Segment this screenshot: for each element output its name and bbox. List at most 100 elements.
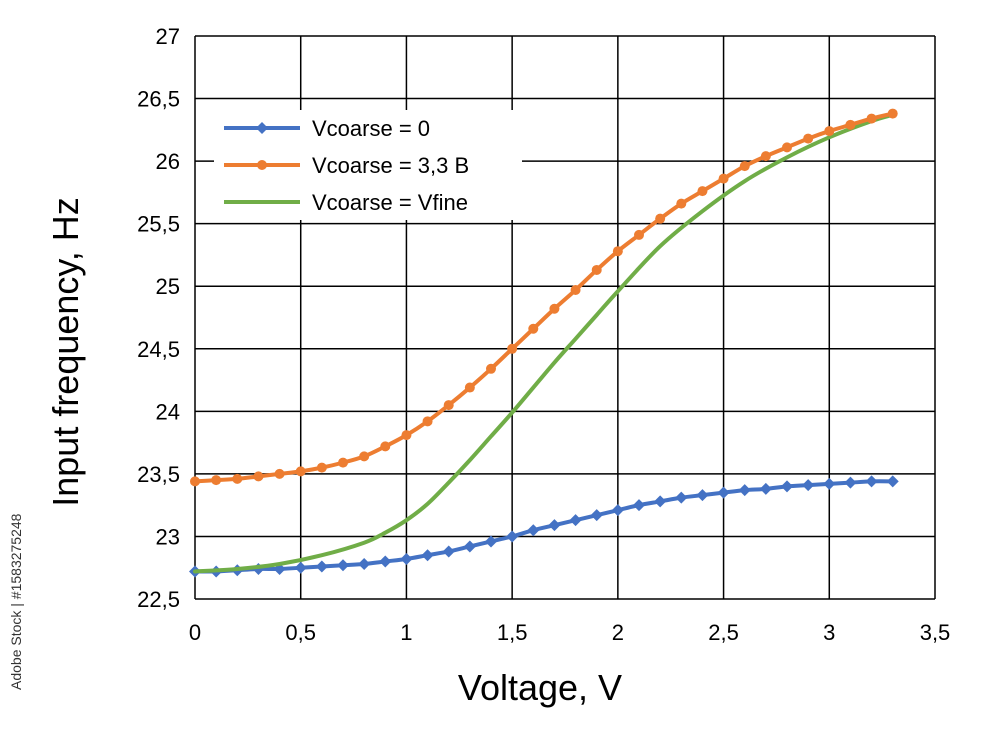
legend-item: Vcoarse = Vfine	[224, 190, 468, 215]
x-tick-label: 0,5	[285, 620, 316, 645]
data-point	[802, 479, 815, 492]
data-point	[486, 363, 496, 374]
x-tick-label: 3,5	[920, 620, 951, 645]
data-point	[380, 441, 391, 452]
x-tick-label: 2	[612, 620, 624, 645]
data-point	[485, 535, 497, 548]
data-point	[591, 264, 602, 275]
data-point	[253, 471, 264, 482]
data-point	[358, 557, 371, 570]
y-tick-label: 26	[156, 149, 180, 174]
data-point	[443, 400, 454, 411]
data-point	[717, 486, 730, 499]
data-point	[315, 560, 328, 573]
legend: Vcoarse = 0 Vcoarse = 3,3 В Vcoarse = Vfin…	[214, 110, 522, 220]
data-point	[782, 142, 792, 153]
x-tick-label: 1	[400, 620, 412, 645]
data-point	[570, 284, 581, 295]
y-tick-label: 22,5	[137, 587, 180, 612]
data-point	[654, 495, 667, 508]
legend-marker	[256, 122, 268, 134]
data-point	[549, 303, 560, 314]
y-tick-label: 25,5	[137, 212, 180, 237]
y-tick-label: 23	[156, 524, 180, 549]
series-line	[193, 479, 895, 574]
data-point	[696, 489, 709, 502]
data-point	[337, 559, 349, 572]
data-point	[612, 246, 623, 257]
x-tick-label: 2,5	[708, 620, 739, 645]
watermark-text: Adobe Stock | #1583275248	[8, 513, 24, 690]
data-point	[886, 475, 899, 488]
data-point	[738, 484, 751, 497]
data-point	[823, 477, 836, 490]
y-tick-label: 25	[156, 274, 180, 299]
x-tick-label: 3	[823, 620, 835, 645]
data-point	[844, 476, 857, 489]
data-point	[232, 473, 243, 484]
data-point	[295, 466, 306, 477]
data-point	[865, 475, 878, 488]
data-point	[633, 499, 645, 512]
data-point	[676, 198, 687, 209]
data-point	[379, 555, 392, 568]
data-point	[442, 545, 455, 558]
series-vcoarse-3-3	[190, 108, 898, 487]
data-point	[548, 519, 561, 532]
series-line	[193, 112, 895, 574]
data-point	[611, 504, 624, 517]
data-point	[655, 213, 666, 224]
data-point	[760, 151, 771, 162]
x-axis-title: Voltage, V	[458, 667, 622, 708]
data-point	[803, 133, 814, 144]
data-point	[845, 119, 856, 130]
data-point	[274, 468, 285, 479]
data-point	[294, 561, 307, 574]
data-point	[569, 514, 582, 527]
y-tick-label: 27	[156, 24, 180, 49]
series-line	[193, 111, 895, 484]
data-point	[359, 451, 370, 462]
data-point	[422, 416, 433, 427]
data-point	[400, 552, 413, 565]
data-point	[464, 382, 475, 393]
data-point	[401, 430, 412, 441]
y-tick-label: 23,5	[137, 462, 180, 487]
watermark: Adobe Stock | #1583275248	[4, 480, 34, 690]
legend-item: Vcoarse = 0	[224, 116, 430, 141]
data-point	[824, 126, 835, 137]
data-point	[739, 161, 750, 172]
legend-label: Vcoarse = Vfine	[312, 190, 468, 215]
data-point	[697, 186, 708, 197]
x-tick-label: 1,5	[497, 620, 528, 645]
legend-item: Vcoarse = 3,3 В	[224, 153, 469, 178]
data-point	[528, 323, 539, 334]
data-point	[463, 540, 476, 553]
data-point	[190, 476, 200, 487]
data-point	[590, 509, 603, 522]
data-point	[634, 229, 644, 240]
y-tick-label: 24	[156, 399, 180, 424]
data-point	[316, 462, 327, 473]
data-point	[506, 530, 519, 543]
series-group	[189, 108, 899, 578]
data-point	[675, 491, 688, 504]
y-tick-labels: 22,5 23 23,5 24 24,5 25 25,5 26 26,5 27	[137, 24, 180, 612]
x-tick-labels: 0 0,5 1 1,5 2 2,5 3 3,5	[189, 620, 950, 645]
legend-marker	[257, 160, 267, 170]
data-point	[866, 113, 877, 124]
series-vcoarse-vfine	[193, 112, 895, 574]
y-tick-label: 24,5	[137, 337, 180, 362]
x-tick-label: 0	[189, 620, 201, 645]
y-axis-title: Input frequency, Hz	[45, 197, 86, 507]
legend-label: Vcoarse = 0	[312, 116, 430, 141]
data-point	[507, 343, 518, 354]
data-point	[887, 108, 898, 119]
legend-label: Vcoarse = 3,3 В	[312, 153, 469, 178]
data-point	[421, 549, 434, 562]
data-point	[781, 480, 793, 493]
data-point	[759, 482, 772, 495]
data-point	[527, 524, 540, 537]
data-point	[211, 475, 222, 486]
